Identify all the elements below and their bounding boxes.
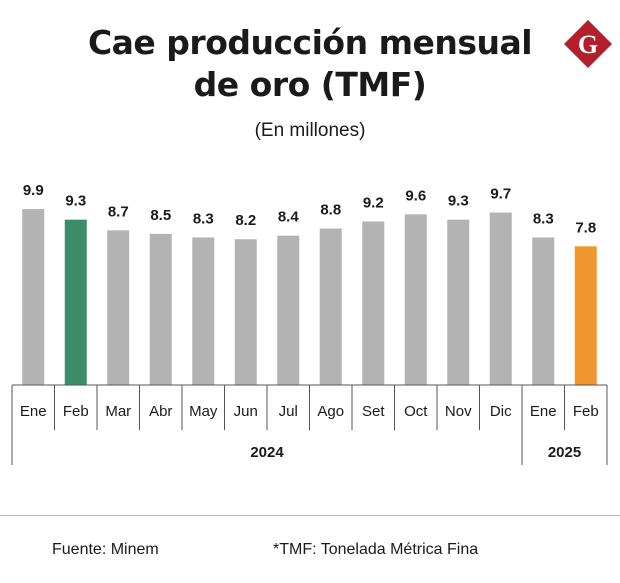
bar-1 xyxy=(64,219,87,385)
footer-divider xyxy=(0,515,620,516)
bar-11 xyxy=(489,212,512,385)
category-label-12: Ene xyxy=(530,403,557,420)
bar-0 xyxy=(22,209,45,385)
category-label-13: Feb xyxy=(573,403,599,420)
bar-chart: 9.9 Ene 9.3 Feb 8.7 Mar 8.5 Abr 8.3 May 8.2 Jun 8.4 J… xyxy=(11,182,608,465)
value-label-3: 8.5 xyxy=(150,207,171,224)
value-label-13: 7.8 xyxy=(575,219,596,236)
category-label-1: Feb xyxy=(63,403,89,420)
value-label-0: 9.9 xyxy=(23,182,44,199)
category-label-6: Jul xyxy=(279,403,298,420)
value-label-2: 8.7 xyxy=(108,203,129,220)
chart-title: Cae producción mensual de oro (TMF) xyxy=(0,22,620,106)
bar-3 xyxy=(149,233,172,385)
category-label-8: Set xyxy=(362,403,385,420)
value-label-8: 9.2 xyxy=(363,194,384,211)
chart-subtitle: (En millones) xyxy=(254,120,366,141)
bar-12 xyxy=(532,237,555,385)
source-text: Fuente: Minem xyxy=(52,541,159,558)
logo-letter: G xyxy=(578,30,598,59)
category-label-2: Mar xyxy=(105,403,131,420)
category-label-11: Dic xyxy=(490,403,512,420)
bar-4 xyxy=(192,237,215,385)
bar-8 xyxy=(362,221,385,385)
bar-5 xyxy=(234,239,257,385)
bar-9 xyxy=(404,214,427,385)
value-label-9: 9.6 xyxy=(405,187,426,204)
value-label-6: 8.4 xyxy=(278,209,300,226)
bar-7 xyxy=(319,228,342,385)
value-label-5: 8.2 xyxy=(235,212,256,229)
bar-13 xyxy=(574,246,597,385)
category-label-9: Oct xyxy=(404,403,428,420)
bar-2 xyxy=(107,230,130,385)
value-label-12: 8.3 xyxy=(533,210,554,227)
footnote-text: *TMF: Tonelada Métrica Fina xyxy=(273,541,479,558)
category-label-4: May xyxy=(189,403,218,420)
category-label-3: Abr xyxy=(149,403,172,420)
year-label-2025: 2025 xyxy=(548,444,581,461)
bar-10 xyxy=(447,219,470,385)
value-label-10: 9.3 xyxy=(448,193,469,210)
value-label-11: 9.7 xyxy=(490,186,511,203)
logo-diamond xyxy=(564,20,612,68)
year-label-2024: 2024 xyxy=(250,444,284,461)
value-label-4: 8.3 xyxy=(193,210,214,227)
category-label-5: Jun xyxy=(234,403,258,420)
value-label-1: 9.3 xyxy=(65,193,86,210)
category-label-0: Ene xyxy=(20,403,47,420)
title-line-2: de oro (TMF) xyxy=(193,65,427,104)
value-label-7: 8.8 xyxy=(320,202,341,219)
category-label-10: Nov xyxy=(445,403,472,420)
category-label-7: Ago xyxy=(317,403,344,420)
gestion-logo-icon: G xyxy=(564,20,612,68)
title-line-1: Cae producción mensual xyxy=(87,23,533,62)
bar-6 xyxy=(277,235,300,385)
